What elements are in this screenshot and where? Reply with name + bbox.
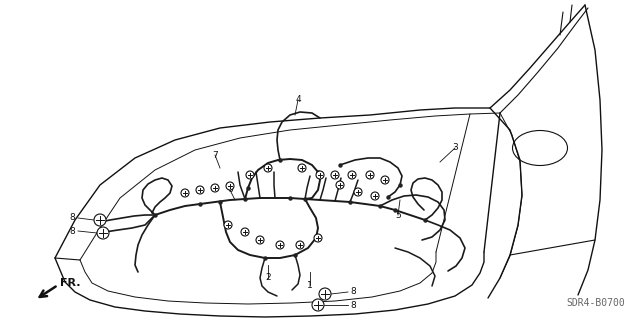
- Circle shape: [94, 214, 106, 226]
- Circle shape: [331, 171, 339, 179]
- Text: 2: 2: [265, 273, 271, 283]
- Text: 8: 8: [69, 226, 75, 235]
- Circle shape: [246, 171, 254, 179]
- Text: 7: 7: [212, 151, 218, 160]
- Text: 8: 8: [69, 213, 75, 222]
- Circle shape: [348, 171, 356, 179]
- Circle shape: [312, 299, 324, 311]
- Circle shape: [276, 241, 284, 249]
- Text: 1: 1: [307, 280, 313, 290]
- Text: 8: 8: [350, 300, 356, 309]
- Circle shape: [371, 192, 379, 200]
- Circle shape: [314, 234, 322, 242]
- Text: FR.: FR.: [60, 278, 81, 288]
- Circle shape: [241, 228, 249, 236]
- Circle shape: [211, 184, 219, 192]
- Circle shape: [316, 171, 324, 179]
- Circle shape: [354, 188, 362, 196]
- Text: SDR4-B0700: SDR4-B0700: [566, 298, 625, 308]
- Text: 6: 6: [227, 186, 233, 195]
- Circle shape: [256, 236, 264, 244]
- Circle shape: [296, 241, 304, 249]
- Circle shape: [366, 171, 374, 179]
- Circle shape: [224, 221, 232, 229]
- Circle shape: [264, 164, 272, 172]
- Circle shape: [226, 182, 234, 190]
- Circle shape: [336, 181, 344, 189]
- Circle shape: [196, 186, 204, 194]
- Circle shape: [381, 176, 389, 184]
- Text: 3: 3: [452, 144, 458, 152]
- Text: 8: 8: [350, 287, 356, 296]
- Circle shape: [97, 227, 109, 239]
- Circle shape: [319, 288, 331, 300]
- Circle shape: [181, 189, 189, 197]
- Circle shape: [298, 164, 306, 172]
- Text: 4: 4: [295, 95, 301, 105]
- Text: 5: 5: [395, 211, 401, 219]
